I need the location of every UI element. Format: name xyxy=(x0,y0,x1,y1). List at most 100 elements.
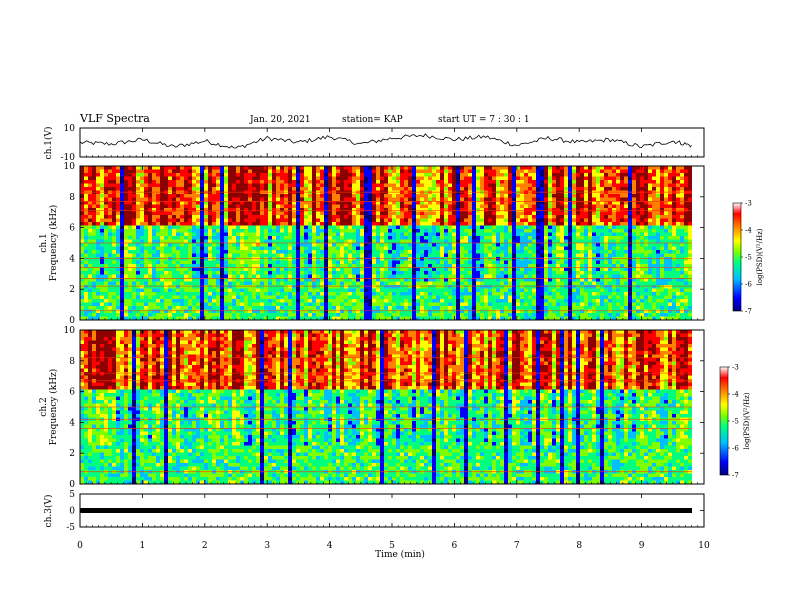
spectrogram-cell xyxy=(688,201,692,205)
spectrogram-cell xyxy=(436,197,441,202)
spectrogram-cell xyxy=(308,225,313,230)
spectrogram-cell xyxy=(652,239,657,244)
spectrogram-cell xyxy=(556,215,561,219)
spectrogram-cell xyxy=(628,271,633,275)
spectrogram-cell xyxy=(516,246,521,251)
spectrogram-cell xyxy=(564,274,569,279)
spectrogram-cell xyxy=(516,211,521,216)
spectrogram-cell xyxy=(388,236,393,240)
spectrogram-cell xyxy=(276,274,281,279)
spectrogram-cell xyxy=(116,173,121,177)
spectrogram-cell xyxy=(544,187,549,191)
spectrogram-cell xyxy=(216,267,221,272)
spectrogram-cell xyxy=(348,253,353,258)
spectrogram-cell xyxy=(400,260,405,265)
spectrogram-cell xyxy=(664,173,669,177)
spectrogram-cell xyxy=(96,278,101,282)
spectrogram-cell xyxy=(236,229,241,233)
spectrogram-cell xyxy=(284,173,289,177)
spectrogram-cell xyxy=(200,253,205,258)
spectrogram-cell xyxy=(180,201,185,205)
spectrogram-cell xyxy=(516,253,521,258)
spectrogram-cell xyxy=(596,208,601,212)
spectrogram-cell xyxy=(464,243,469,247)
spectrogram-cell xyxy=(84,222,89,226)
spectrogram-cell xyxy=(284,253,289,258)
spectrogram-cell xyxy=(224,208,229,212)
spectrogram-cell xyxy=(212,250,217,254)
spectrogram-cell xyxy=(180,267,185,272)
spectrogram-cell xyxy=(480,232,485,237)
spectrogram-cell xyxy=(360,250,365,254)
spectrogram-cell xyxy=(292,197,297,202)
spectrogram-cell xyxy=(276,176,281,181)
spectrogram-cell xyxy=(216,183,221,188)
spectrogram-cell xyxy=(536,246,541,251)
spectrogram-cell xyxy=(112,208,117,212)
spectrogram-cell xyxy=(156,257,161,261)
spectrogram-cell xyxy=(428,215,433,219)
spectrogram-cell xyxy=(400,169,405,174)
spectrogram-cell xyxy=(532,180,537,184)
spectrogram-cell xyxy=(296,176,301,181)
spectrogram-cell xyxy=(84,278,89,282)
spectrogram-cell xyxy=(80,260,85,265)
spectrogram-cell xyxy=(516,267,521,272)
spectrogram-cell xyxy=(456,173,461,177)
spectrogram-cell xyxy=(236,211,241,216)
spectrogram-cell xyxy=(468,211,473,216)
spectrogram-cell xyxy=(548,201,553,205)
spectrogram-cell xyxy=(404,239,409,244)
spectrogram-cell xyxy=(412,236,417,240)
spectrogram-cell xyxy=(476,204,481,209)
spectrogram-cell xyxy=(160,274,165,279)
spectrogram-cell xyxy=(256,215,261,219)
spectrogram-cell xyxy=(684,264,689,268)
spectrogram-cell xyxy=(368,264,373,268)
spectrogram-cell xyxy=(292,173,297,177)
spectrogram-cell xyxy=(240,229,245,233)
spectrogram-cell xyxy=(472,267,477,272)
spectrogram-cell xyxy=(456,267,461,272)
spectrogram-cell xyxy=(288,232,293,237)
spectrogram-cell xyxy=(120,253,125,258)
spectrogram-cell xyxy=(632,211,637,216)
spectrogram-cell xyxy=(604,239,609,244)
spectrogram-cell xyxy=(252,225,257,230)
spectrogram-cell xyxy=(484,222,489,226)
spectrogram-cell xyxy=(508,169,513,174)
spectrogram-cell xyxy=(280,197,285,202)
spectrogram-cell xyxy=(240,243,245,247)
spectrogram-cell xyxy=(564,232,569,237)
spectrogram-cell xyxy=(152,239,157,244)
spectrogram-cell xyxy=(636,236,641,240)
spectrogram-cell xyxy=(536,180,541,184)
spectrogram-cell xyxy=(556,208,561,212)
spectrogram-cell xyxy=(296,271,301,275)
spectrogram-cell xyxy=(436,166,441,170)
spectrogram-cell xyxy=(480,180,485,184)
spectrogram-cell xyxy=(656,176,661,181)
spectrogram-cell xyxy=(316,267,321,272)
spectrogram-cell xyxy=(376,204,381,209)
spectrogram-cell xyxy=(648,236,653,240)
spectrogram-cell xyxy=(192,239,197,244)
spectrogram-cell xyxy=(300,225,305,230)
spectrogram-cell xyxy=(188,187,193,191)
spectrogram-cell xyxy=(664,215,669,219)
spectrogram-cell xyxy=(152,253,157,258)
spectrogram-cell xyxy=(520,169,525,174)
spectrogram-cell xyxy=(196,187,201,191)
spectrogram-cell xyxy=(332,243,337,247)
spectrogram-cell xyxy=(656,246,661,251)
spectrogram-cell xyxy=(412,271,417,275)
spectrogram-cell xyxy=(328,267,333,272)
spectrogram-cell xyxy=(580,250,585,254)
spectrogram-cell xyxy=(344,222,349,226)
spectrogram-cell xyxy=(100,180,105,184)
spectrogram-cell xyxy=(380,250,385,254)
spectrogram-cell xyxy=(340,218,345,223)
spectrogram-cell xyxy=(104,208,109,212)
spectrogram-cell xyxy=(400,257,405,261)
spectrogram-cell xyxy=(104,232,109,237)
